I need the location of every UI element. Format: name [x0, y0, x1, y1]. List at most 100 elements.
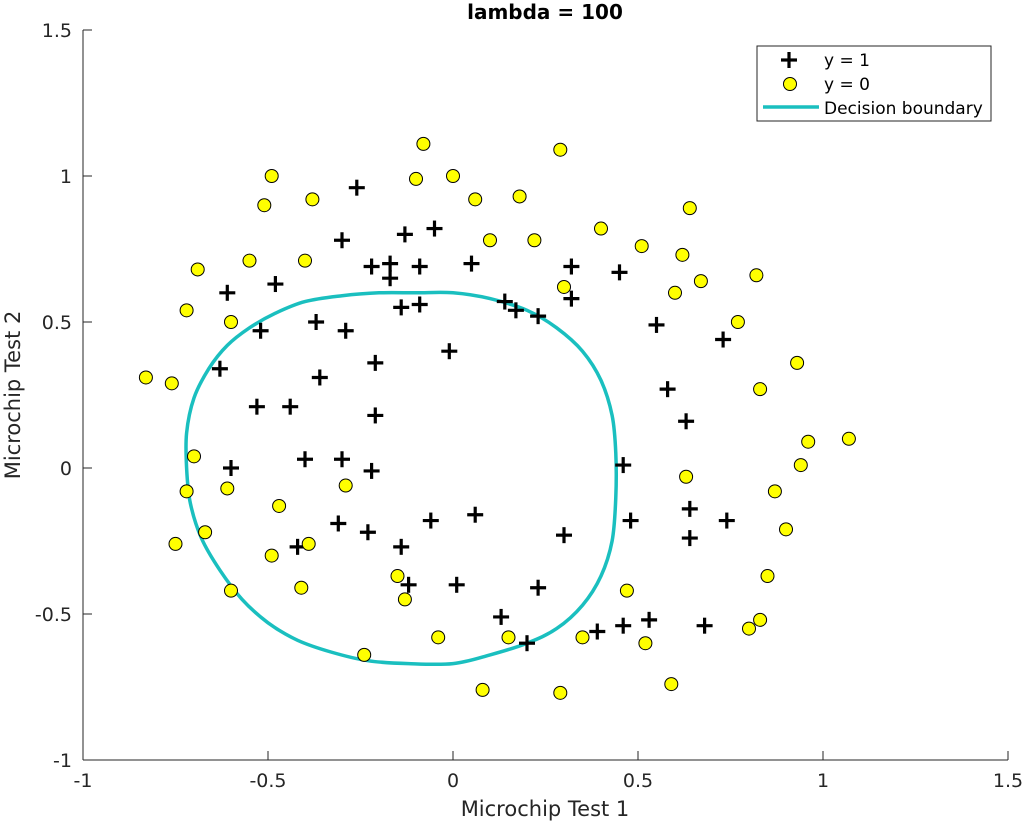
point-y0 — [168, 536, 183, 551]
point-y1 — [267, 276, 284, 293]
point-y0 — [779, 522, 793, 537]
point-y0 — [760, 569, 775, 584]
point-y0 — [594, 221, 608, 236]
x-tick-label: 1 — [817, 770, 829, 792]
point-y0 — [294, 580, 309, 595]
point-y1 — [563, 258, 580, 275]
point-y0 — [527, 233, 542, 248]
point-y1 — [411, 296, 428, 313]
point-y1 — [556, 527, 572, 544]
x-tick-label: 1.5 — [993, 770, 1023, 792]
point-y0 — [190, 262, 205, 277]
decision-boundary-line — [184, 290, 618, 667]
point-y0 — [257, 198, 272, 213]
point-y1 — [363, 462, 380, 479]
point-y1 — [282, 398, 299, 415]
point-y1 — [641, 611, 658, 628]
point-y0 — [801, 434, 816, 449]
point-y0 — [682, 201, 697, 216]
point-y1 — [308, 314, 325, 330]
y-axis-label: Microchip Test 2 — [1, 311, 25, 480]
point-y1 — [715, 331, 732, 348]
points-layer — [138, 136, 856, 700]
point-y0 — [553, 142, 568, 157]
point-y1 — [311, 369, 328, 386]
point-y0 — [164, 376, 179, 391]
point-y0 — [730, 315, 745, 329]
point-y1 — [219, 284, 236, 301]
point-y0 — [501, 630, 516, 645]
point-y0 — [409, 171, 423, 186]
point-y1 — [382, 270, 399, 287]
point-y0 — [793, 458, 808, 473]
point-y1 — [493, 608, 510, 625]
point-y1 — [252, 322, 269, 339]
point-y1 — [467, 506, 484, 523]
point-y0 — [512, 189, 527, 204]
point-y0 — [693, 274, 708, 289]
x-tick-label: 0.5 — [623, 770, 653, 792]
point-y1 — [393, 538, 410, 555]
point-y0 — [553, 685, 568, 700]
point-y0 — [198, 525, 213, 540]
point-y0 — [264, 169, 279, 183]
point-y1 — [615, 457, 632, 474]
point-y1 — [611, 264, 628, 281]
point-y1 — [678, 413, 695, 430]
point-y0 — [468, 192, 483, 207]
point-y1 — [367, 354, 384, 371]
point-y0 — [483, 233, 497, 248]
point-y0 — [220, 481, 235, 496]
point-y1 — [659, 381, 676, 398]
y-tick-label: 0.5 — [42, 312, 72, 334]
y-tick-label: -0.5 — [35, 604, 72, 626]
point-y1 — [396, 226, 413, 243]
point-y1 — [530, 579, 547, 596]
point-y0 — [397, 592, 412, 607]
point-y1 — [496, 293, 513, 310]
x-tick-label: 0 — [447, 770, 459, 792]
legend-label-boundary: Decision boundary — [824, 99, 983, 119]
x-tick-label: -0.5 — [249, 770, 286, 792]
point-y1 — [696, 617, 713, 634]
point-y1 — [507, 302, 524, 319]
point-y0 — [675, 247, 690, 262]
point-y0 — [668, 285, 682, 300]
point-y0 — [338, 478, 353, 493]
tick-group: -1 -0.5 0 0.5 1 1.5 -1 -0.5 0 0.5 1 1.5 — [35, 20, 1023, 792]
point-y0 — [357, 647, 372, 662]
legend: y = 1 y = 0 Decision boundary — [756, 45, 992, 122]
boundary-layer — [184, 290, 618, 667]
point-y1 — [718, 512, 735, 529]
point-y1 — [297, 451, 313, 468]
point-y0 — [187, 449, 201, 464]
point-y1 — [400, 576, 417, 593]
y-tick-label: 0 — [60, 458, 72, 480]
point-y1 — [422, 512, 439, 529]
point-y0 — [305, 192, 320, 207]
point-y1 — [622, 512, 639, 529]
point-y0 — [753, 382, 768, 397]
point-y0 — [753, 612, 768, 627]
legend-label-y1: y = 1 — [824, 51, 870, 71]
point-y1 — [615, 617, 632, 634]
point-y0 — [742, 621, 756, 636]
point-y1 — [648, 316, 665, 333]
point-y1 — [334, 451, 350, 468]
point-y1 — [348, 179, 365, 196]
point-y1 — [426, 220, 443, 237]
point-y1 — [411, 258, 428, 275]
point-y1 — [589, 623, 606, 640]
point-y0 — [679, 469, 694, 484]
x-axis-label: Microchip Test 1 — [461, 797, 630, 821]
point-y0 — [179, 484, 194, 499]
point-y1 — [330, 515, 347, 532]
point-y1 — [448, 576, 465, 593]
point-y1 — [681, 530, 698, 547]
point-y0 — [790, 355, 805, 370]
point-y0 — [634, 239, 649, 254]
x-tick-label: -1 — [74, 770, 93, 792]
point-y0 — [224, 315, 238, 329]
y-tick-label: 1 — [60, 166, 72, 188]
